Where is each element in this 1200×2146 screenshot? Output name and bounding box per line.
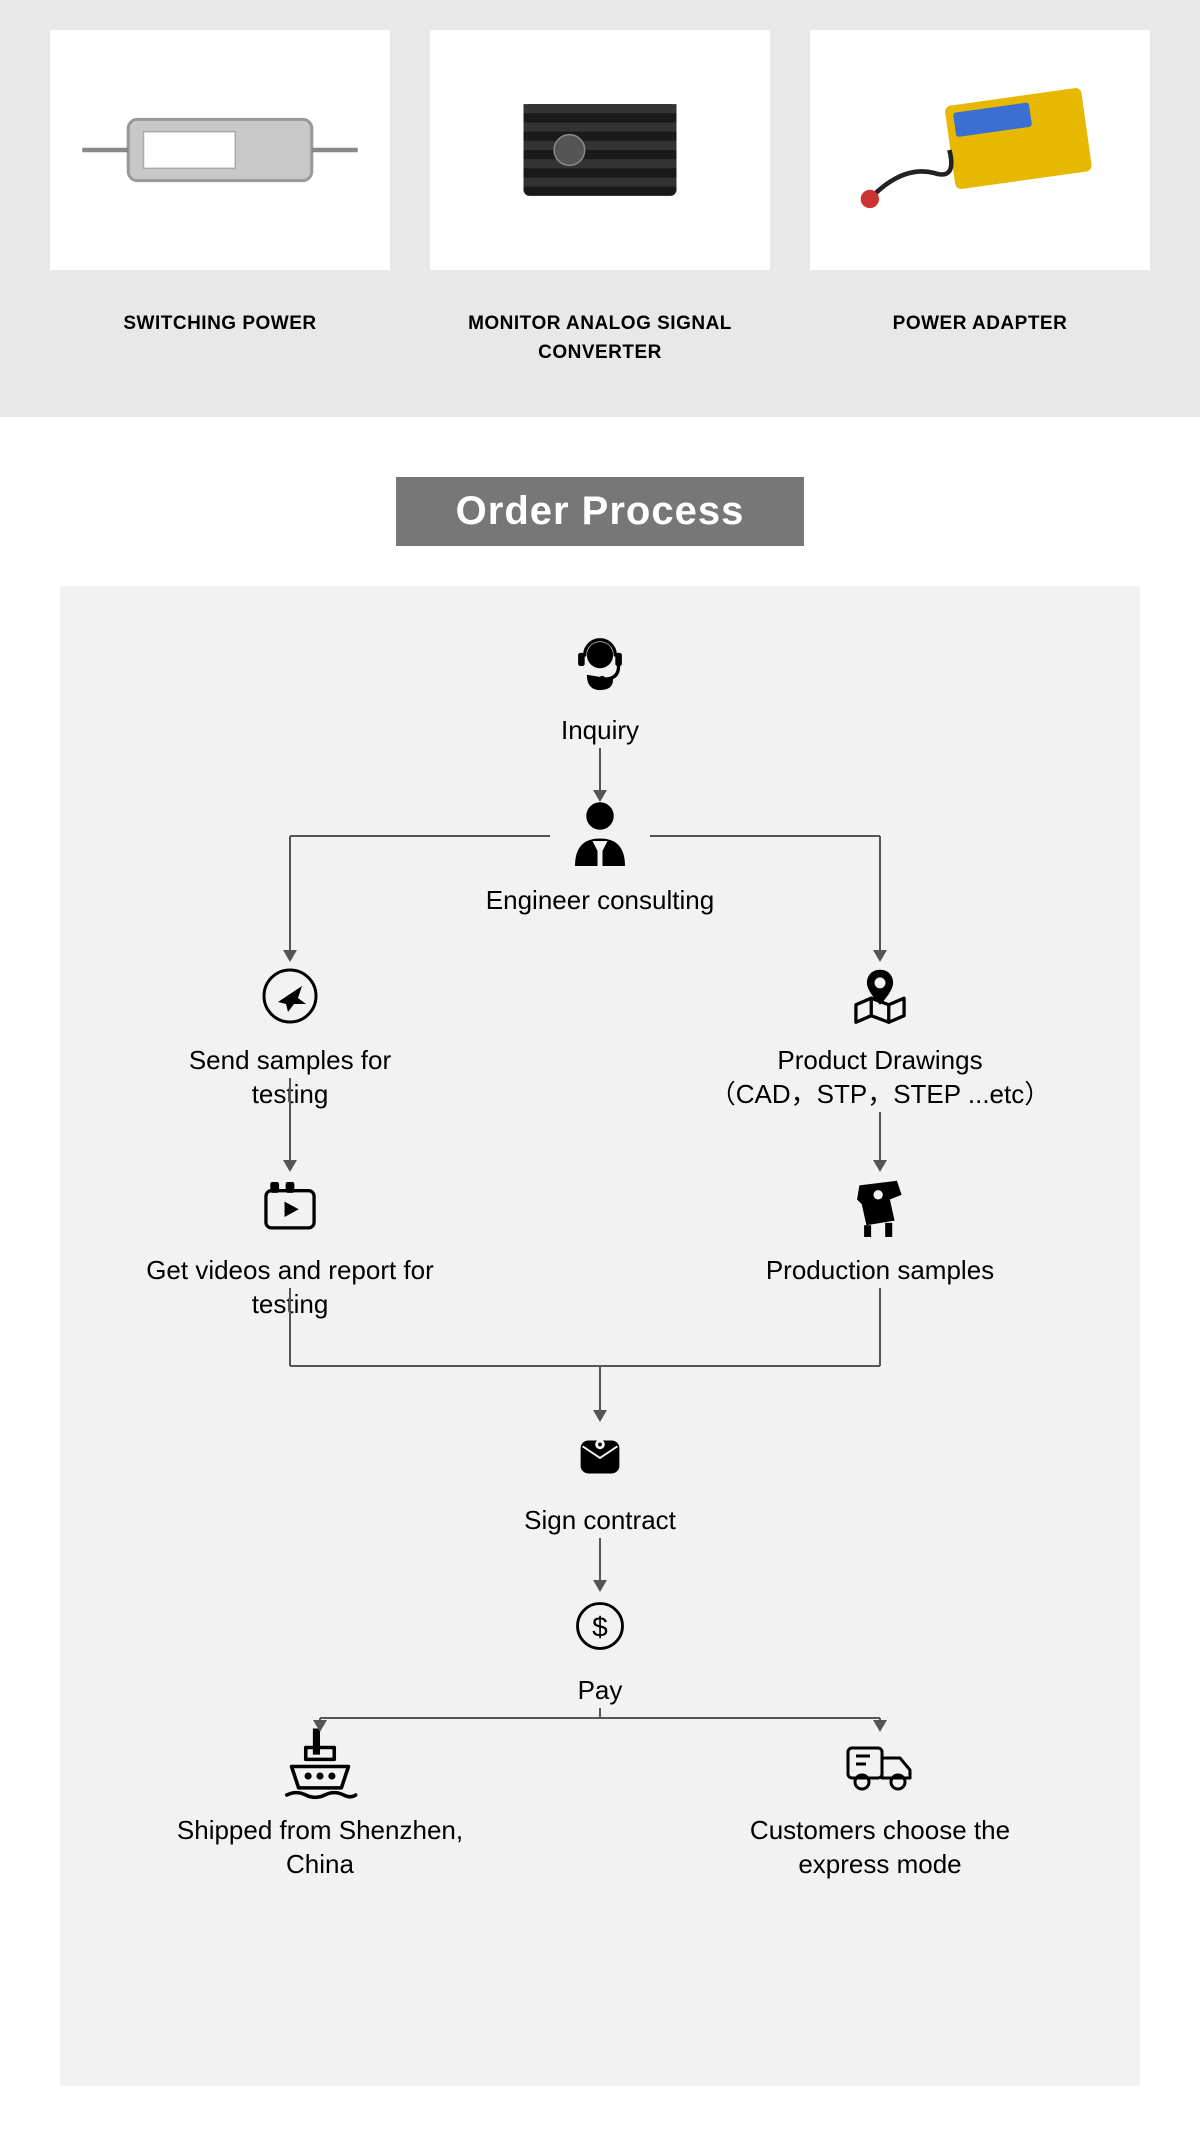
flow-arrow-icon xyxy=(283,950,297,962)
product-card: SWITCHING POWER xyxy=(50,30,390,367)
flow-connector xyxy=(599,1366,601,1412)
flow-connector xyxy=(599,1538,601,1582)
dollar-circle-icon: $ xyxy=(560,1586,640,1666)
flow-arrow-icon xyxy=(873,1160,887,1172)
flow-node-drawings: Product Drawings （CAD，STP，STEP ...etc） xyxy=(690,956,1070,1112)
flow-label: Production samples xyxy=(766,1254,994,1288)
flow-connector xyxy=(289,1288,291,1366)
flow-node-pay: $ Pay xyxy=(540,1586,660,1708)
headset-icon xyxy=(560,626,640,706)
product-image-power-adapter xyxy=(810,30,1150,270)
flow-connector xyxy=(599,748,601,792)
flow-node-prodsamples: Production samples xyxy=(730,1166,1030,1288)
map-pin-icon xyxy=(840,956,920,1036)
product-label: MONITOR ANALOG SIGNAL CONVERTER xyxy=(430,310,770,367)
envelope-icon xyxy=(560,1416,640,1496)
flow-arrow-icon xyxy=(873,950,887,962)
flow-node-ship: Shipped from Shenzhen, China xyxy=(150,1726,490,1882)
flow-connector xyxy=(879,1288,881,1366)
truck-icon xyxy=(840,1726,920,1806)
flow-connector xyxy=(290,835,550,837)
flow-connector xyxy=(289,1078,291,1162)
ship-icon xyxy=(280,1726,360,1806)
product-image-switching-power xyxy=(50,30,390,270)
flow-connector xyxy=(289,836,291,952)
banner-section: Order Process xyxy=(0,417,1200,586)
flow-label: Pay xyxy=(578,1674,623,1708)
flow-arrow-icon xyxy=(283,1160,297,1172)
flow-connector xyxy=(320,1717,880,1719)
switching-power-icon xyxy=(67,42,373,258)
flow-node-contract: Sign contract xyxy=(490,1416,710,1538)
product-label: SWITCHING POWER xyxy=(123,310,316,339)
flow-connector xyxy=(879,1112,881,1162)
svg-text:$: $ xyxy=(592,1611,608,1642)
flow-connector xyxy=(879,836,881,952)
products-row: SWITCHING POWER MONITOR ANALOG SIGNAL CO… xyxy=(0,0,1200,417)
flow-label: Customers choose the express mode xyxy=(710,1814,1050,1882)
person-icon xyxy=(560,796,640,876)
signal-converter-icon xyxy=(447,42,753,258)
flow-label: Engineer consulting xyxy=(486,884,714,918)
flow-node-engineer: Engineer consulting xyxy=(460,796,740,918)
flow-arrow-icon xyxy=(593,790,607,802)
machine-icon xyxy=(840,1166,920,1246)
flow-arrow-icon xyxy=(873,1720,887,1732)
power-adapter-icon xyxy=(827,42,1133,258)
order-process-banner: Order Process xyxy=(396,477,805,546)
flow-arrow-icon xyxy=(593,1580,607,1592)
flow-arrow-icon xyxy=(593,1410,607,1422)
flow-node-express: Customers choose the express mode xyxy=(710,1726,1050,1882)
flow-arrow-icon xyxy=(313,1720,327,1732)
order-process-diagram: InquiryEngineer consultingSend samples f… xyxy=(60,586,1140,2086)
flow-label: Sign contract xyxy=(524,1504,676,1538)
product-card: POWER ADAPTER xyxy=(810,30,1150,367)
product-label: POWER ADAPTER xyxy=(893,310,1068,339)
flow-node-inquiry: Inquiry xyxy=(500,626,700,748)
flow-label: Inquiry xyxy=(561,714,639,748)
product-card: MONITOR ANALOG SIGNAL CONVERTER xyxy=(430,30,770,367)
flow-container: InquiryEngineer consultingSend samples f… xyxy=(90,626,1110,2026)
flow-label: Product Drawings （CAD，STP，STEP ...etc） xyxy=(710,1044,1050,1112)
video-clip-icon xyxy=(250,1166,330,1246)
product-image-signal-converter xyxy=(430,30,770,270)
flow-connector xyxy=(290,1365,880,1367)
flow-label: Shipped from Shenzhen, China xyxy=(150,1814,490,1882)
flow-connector xyxy=(650,835,880,837)
plane-circle-icon xyxy=(250,956,330,1036)
